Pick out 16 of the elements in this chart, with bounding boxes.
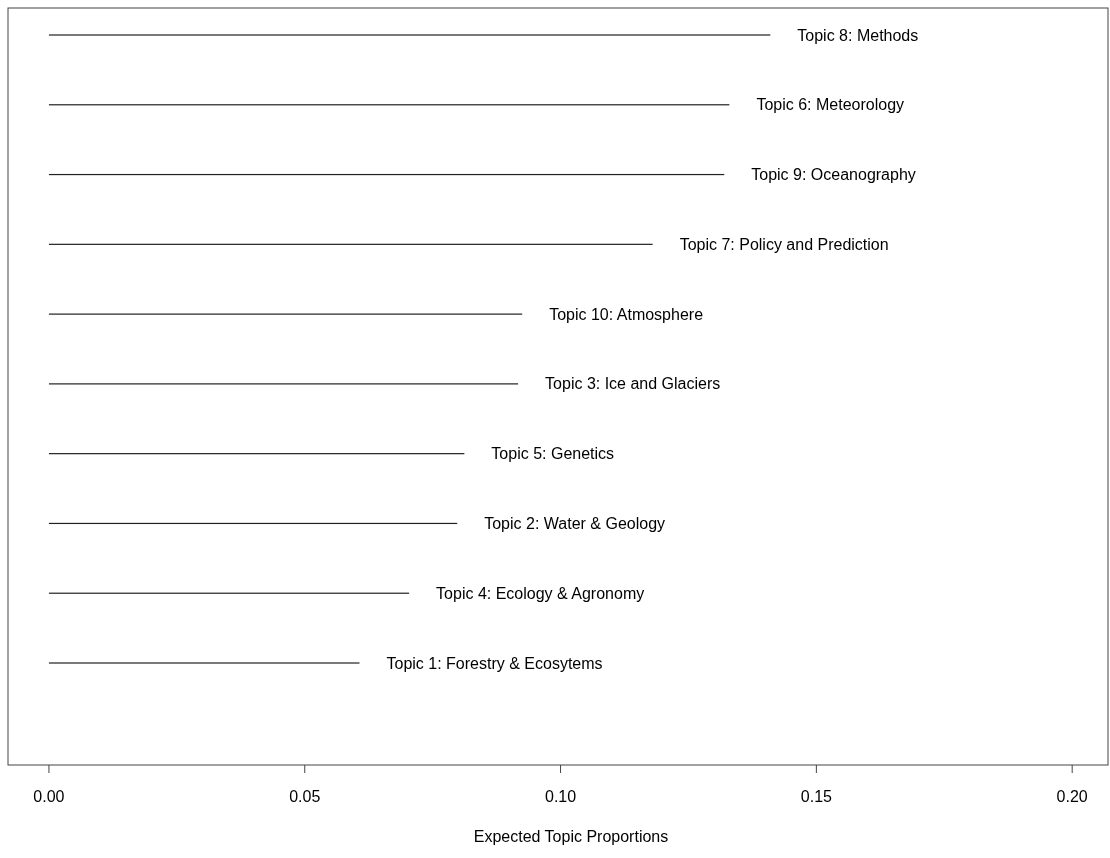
y-tick-label: Topic 2: Water & Geology [484,515,666,533]
y-tick-label: Topic 6: Meteorology [756,96,905,114]
y-tick-label: Topic 10: Atmosphere [549,305,704,323]
y-tick-label: Topic 4: Ecology & Agronomy [436,584,645,602]
x-tick-label: 0.20 [1056,788,1088,805]
y-tick-label: Topic 7: Policy and Prediction [679,235,889,253]
x-axis-title: Expected Topic Proportions [473,828,669,845]
y-tick-label: Topic 8: Methods [797,26,919,44]
y-tick-label: Topic 1: Forestry & Ecosytems [386,654,603,672]
y-tick-label: Topic 3: Ice and Glaciers [545,375,721,393]
y-tick-label: Topic 9: Oceanography [751,166,916,184]
x-tick-label: 0.15 [800,788,833,805]
x-tick-label: 0.00 [33,788,65,805]
x-tick-label: 0.10 [544,788,577,805]
x-tick-label: 0.05 [289,788,321,805]
y-tick-label: Topic 5: Genetics [491,445,615,463]
